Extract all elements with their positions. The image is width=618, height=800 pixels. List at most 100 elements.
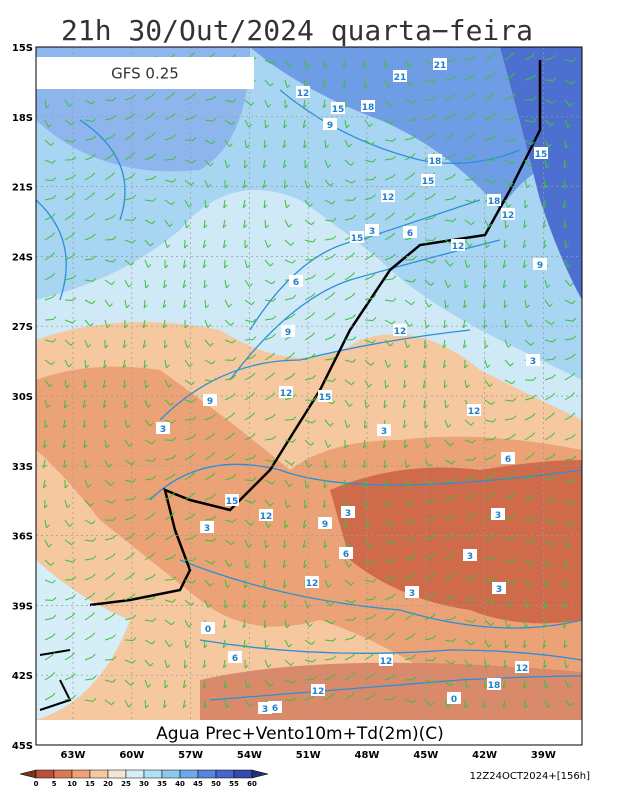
- wind-barb: [162, 304, 167, 309]
- wind-barb: [564, 338, 573, 341]
- wind-barb: [264, 679, 271, 687]
- wind-barb: [123, 384, 128, 389]
- contour-label-bg: [225, 494, 239, 506]
- wind-barb: [524, 159, 530, 167]
- wind-barb: [543, 624, 547, 629]
- wind-barb: [211, 560, 216, 565]
- wind-barb: [563, 224, 568, 229]
- wind-barb: [484, 536, 493, 541]
- wind-barb: [464, 284, 469, 289]
- wind-barb: [164, 115, 173, 121]
- wind-barb: [472, 456, 477, 461]
- wind-barb: [152, 197, 157, 202]
- wind-barb: [444, 679, 451, 687]
- wind-barb: [323, 59, 326, 69]
- wind-barb: [64, 339, 72, 346]
- wind-barb: [331, 400, 336, 405]
- wind-barb: [512, 513, 516, 518]
- wind-barb: [371, 252, 376, 257]
- wind-barb: [264, 375, 272, 381]
- wind-barb: [71, 232, 76, 236]
- wind-barb: [226, 164, 231, 169]
- wind-barb: [244, 457, 253, 461]
- wind-barb: [230, 322, 235, 326]
- lat-label: 27S: [12, 322, 33, 333]
- wind-barb: [412, 536, 417, 541]
- wind-barb: [524, 55, 533, 61]
- wind-barb: [304, 164, 309, 169]
- wind-barb: [304, 696, 313, 701]
- wind-barb: [244, 259, 248, 268]
- wind-barb: [286, 204, 290, 209]
- wind-barb: [323, 544, 328, 549]
- wind-barb: [325, 564, 330, 569]
- wind-barb: [91, 192, 95, 196]
- wind-barb: [124, 459, 132, 466]
- wind-barb: [82, 404, 87, 409]
- wind-barb: [164, 379, 170, 388]
- wind-barb: [344, 179, 353, 184]
- colorbar-end: [251, 769, 269, 779]
- contour-label-bg: [279, 386, 293, 398]
- wind-barb: [164, 599, 173, 603]
- wind-barb: [344, 317, 353, 321]
- wind-barb: [564, 139, 567, 149]
- wind-barb: [403, 379, 406, 388]
- wind-barb: [432, 114, 436, 118]
- wind-barb: [66, 384, 70, 389]
- wind-barb: [144, 679, 149, 688]
- lat-label: 33S: [12, 462, 33, 473]
- wind-barb: [564, 375, 573, 381]
- wind-barb: [44, 179, 54, 182]
- wind-barb: [63, 464, 68, 469]
- wind-barb: [204, 379, 213, 382]
- wind-barb: [324, 695, 333, 701]
- wind-barb: [567, 264, 572, 268]
- contour-label-bg: [467, 404, 481, 416]
- wind-barb: [412, 256, 417, 261]
- wind-barb: [489, 383, 493, 387]
- wind-barb: [184, 399, 193, 403]
- wind-barb: [152, 175, 157, 180]
- wind-barb: [372, 339, 376, 344]
- colorbar-swatch: [161, 769, 181, 779]
- wind-barb: [552, 356, 557, 360]
- wind-barb: [204, 579, 211, 587]
- wind-barb: [112, 97, 117, 101]
- wind-barb: [112, 258, 117, 263]
- colorbar-tick: 5: [52, 780, 57, 788]
- wind-barb: [564, 499, 573, 505]
- contour-label: 12: [452, 242, 465, 252]
- wind-barb: [404, 444, 409, 449]
- lon-label: 48W: [355, 750, 380, 761]
- wind-barb: [184, 436, 193, 441]
- contour-label-bg: [377, 424, 391, 436]
- wind-barb: [482, 279, 486, 288]
- wind-barb: [104, 637, 113, 641]
- wind-barb: [267, 664, 272, 668]
- wind-barb: [51, 361, 55, 366]
- wind-barb: [304, 599, 308, 608]
- wind-barb: [385, 484, 390, 489]
- wind-barb: [408, 63, 413, 68]
- wind-barb: [404, 299, 412, 306]
- wind-barb: [504, 436, 513, 441]
- wind-barb: [466, 684, 471, 689]
- wind-barb: [524, 77, 533, 81]
- wind-barb: [364, 215, 373, 221]
- wind-barb: [304, 419, 313, 424]
- wind-barb: [71, 192, 76, 197]
- wind-barb: [204, 518, 213, 521]
- wind-barb: [51, 252, 55, 256]
- wind-barb: [84, 215, 93, 221]
- wind-barb: [544, 415, 552, 421]
- wind-barb: [104, 279, 112, 286]
- wind-barb: [244, 539, 250, 548]
- wind-barb: [104, 479, 112, 486]
- wind-barb: [131, 152, 136, 156]
- wind-barb: [192, 159, 196, 164]
- wind-barb: [103, 359, 106, 368]
- wind-barb: [564, 679, 569, 688]
- wind-barb: [544, 539, 552, 546]
- wind-barb: [123, 379, 126, 388]
